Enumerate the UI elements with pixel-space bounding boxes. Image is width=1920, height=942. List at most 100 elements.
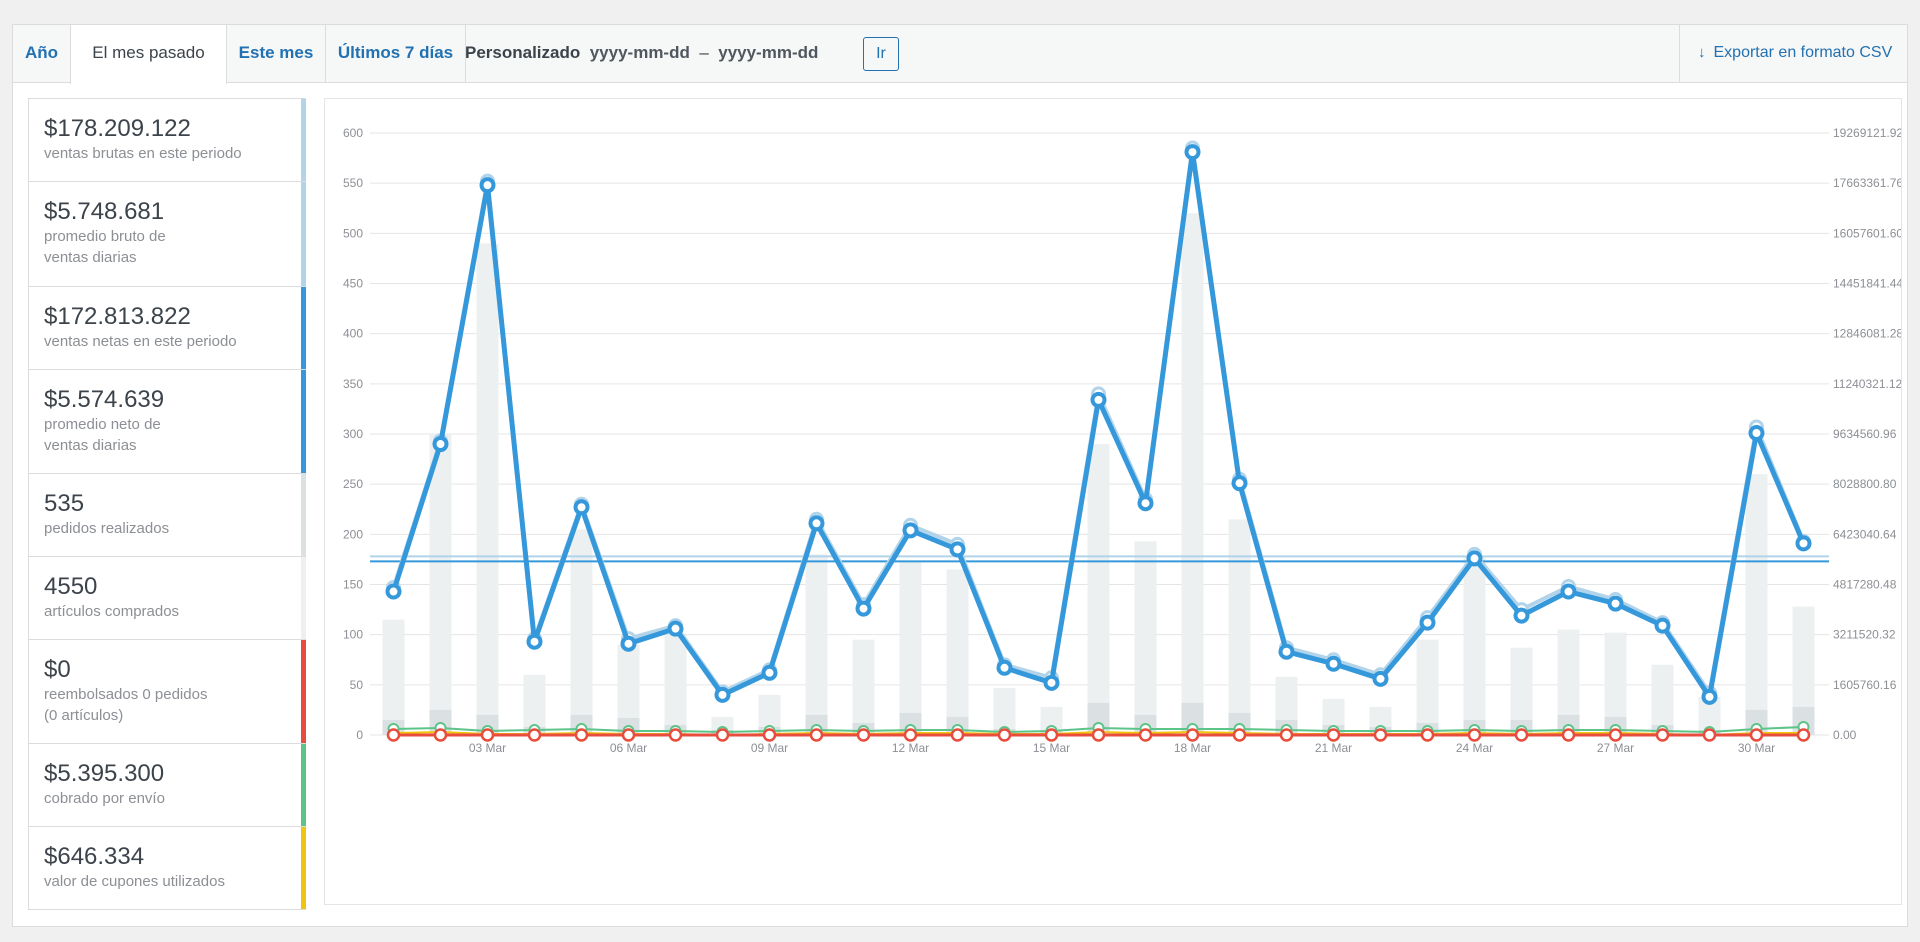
refunds_line-point	[1138, 728, 1153, 742]
items-bar	[1510, 647, 1533, 735]
legend-value: $5.574.639	[44, 386, 165, 413]
legend-color-bar	[301, 99, 306, 181]
end-date-field[interactable]: yyyy-mm-dd	[718, 43, 819, 62]
items-bar	[429, 434, 452, 735]
legend-desc: valor de cupones utilizados	[44, 873, 225, 890]
legend-color-bar	[301, 827, 306, 909]
custom-range-label: Personalizado	[465, 43, 581, 62]
legend-items-purchased[interactable]: 4550 artículos comprados	[29, 557, 306, 640]
net_line-point	[1795, 535, 1812, 552]
x-tick-label: 15 Mar	[1033, 741, 1070, 755]
items-bar	[1228, 519, 1251, 735]
date-range-tabbar: Año El mes pasado Este mes Últimos 7 día…	[13, 25, 1907, 84]
refunds_line-point	[621, 728, 636, 742]
items-bar	[476, 243, 499, 735]
items-bar	[1745, 474, 1768, 735]
legend-desc: promedio bruto de ventas diarias	[44, 228, 166, 266]
y-left-tick-label: 350	[343, 377, 363, 391]
legend-desc: ventas brutas en este periodo	[44, 145, 242, 162]
items-bar	[1792, 606, 1815, 735]
refunds_line-point	[762, 728, 777, 742]
chart-svg: 0 0.00 50 1605760.16 100 3211520.32 150 4817280…	[343, 126, 1901, 755]
legend-desc: pedidos realizados	[44, 520, 170, 537]
legend-net-daily-average[interactable]: $5.574.639 promedio neto de ventas diari…	[29, 370, 306, 474]
items-bar	[1416, 639, 1439, 735]
legend-value: $5.395.300	[44, 760, 165, 787]
x-tick-label: 06 Mar	[610, 741, 647, 755]
items-bar	[1604, 632, 1627, 735]
x-tick-label: 09 Mar	[751, 741, 788, 755]
legend-color-bar	[301, 557, 306, 639]
y-left-tick-label: 400	[343, 327, 363, 341]
refunds_line-point	[433, 728, 448, 742]
legend-gross-sales[interactable]: $178.209.122 ventas brutas en este perio…	[29, 99, 306, 182]
go-button[interactable]: Ir	[863, 37, 899, 71]
net_line-point	[1607, 595, 1624, 612]
legend-net-sales[interactable]: $172.813.822 ventas netas en este period…	[29, 287, 306, 370]
legend-coupons[interactable]: $646.334 valor de cupones utilizados	[29, 827, 306, 909]
custom-range: Personalizado yyyy-mm-dd – yyyy-mm-dd	[465, 25, 818, 83]
net_line-point	[1560, 583, 1577, 600]
y-left-tick-label: 550	[343, 176, 363, 190]
tab-this-month[interactable]: Este mes	[227, 25, 326, 83]
legend-refunds[interactable]: $0 reembolsados 0 pedidos (0 artículos)	[29, 640, 306, 744]
net_line-point	[1043, 674, 1060, 691]
y-left-tick-label: 600	[343, 126, 363, 140]
y-right-tick-label: 12846081.28	[1833, 327, 1901, 341]
legend-value: $178.209.122	[44, 115, 191, 142]
refunds_line-point	[1091, 728, 1106, 742]
y-right-tick-label: 4817280.48	[1833, 578, 1897, 592]
legend-desc: ventas netas en este periodo	[44, 333, 237, 350]
refunds_line-point	[386, 728, 401, 742]
legend-gross-daily-average[interactable]: $5.748.681 promedio bruto de ventas diar…	[29, 182, 306, 287]
net_line-point	[1372, 670, 1389, 687]
start-date-field[interactable]: yyyy-mm-dd	[589, 43, 690, 62]
legend-orders-placed[interactable]: 535 pedidos realizados	[29, 474, 306, 557]
net_line-point	[714, 686, 731, 703]
y-left-tick-label: 250	[343, 477, 363, 491]
tab-year[interactable]: Año	[13, 25, 71, 83]
net_line-point	[1748, 424, 1765, 441]
refunds_line-point	[1044, 728, 1059, 742]
refunds_line-point	[1749, 728, 1764, 742]
items-bar	[1557, 629, 1580, 735]
items-bar	[805, 554, 828, 735]
items-bar	[570, 529, 593, 735]
net_line-point	[1137, 495, 1154, 512]
x-tick-label: 30 Mar	[1738, 741, 1775, 755]
export-csv-link[interactable]: ↓ Exportar en formato CSV	[1679, 25, 1907, 83]
y-left-tick-label: 50	[350, 678, 364, 692]
items-bar	[1463, 556, 1486, 735]
y-right-tick-label: 14451841.44	[1833, 277, 1901, 291]
y-right-tick-label: 1605760.16	[1833, 678, 1897, 692]
items-bar	[1651, 664, 1674, 735]
net_line-point	[432, 436, 449, 453]
net_line-point	[667, 620, 684, 637]
x-tick-label: 03 Mar	[469, 741, 506, 755]
date-separator: –	[699, 43, 709, 62]
refunds_line-point	[1796, 728, 1811, 742]
net_line-point	[479, 177, 496, 194]
tab-last-7-days[interactable]: Últimos 7 días	[326, 25, 466, 83]
refunds_line-point	[1561, 728, 1576, 742]
legend-color-bar	[301, 370, 306, 473]
tab-last-month[interactable]: El mes pasado	[70, 25, 227, 84]
items-bar	[946, 569, 969, 735]
net_line-point	[1090, 391, 1107, 408]
y-right-tick-label: 9634560.96	[1833, 427, 1897, 441]
net_line-point	[385, 583, 402, 600]
net_line-point	[1278, 643, 1295, 660]
net_line-point	[902, 522, 919, 539]
items-bar	[382, 619, 405, 735]
net_line-point	[808, 515, 825, 532]
legend-shipping[interactable]: $5.395.300 cobrado por envío	[29, 744, 306, 827]
y-left-tick-label: 0	[356, 728, 363, 742]
legend-value: $0	[44, 656, 71, 683]
refunds_line-point	[715, 728, 730, 742]
refunds_line-point	[1326, 728, 1341, 742]
refunds_line-point	[997, 728, 1012, 742]
legend-color-bar	[301, 287, 306, 369]
legend-value: $646.334	[44, 843, 145, 870]
sales-chart: 0 0.00 50 1605760.16 100 3211520.32 150 4817280…	[324, 98, 1902, 905]
y-left-tick-label: 450	[343, 277, 363, 291]
